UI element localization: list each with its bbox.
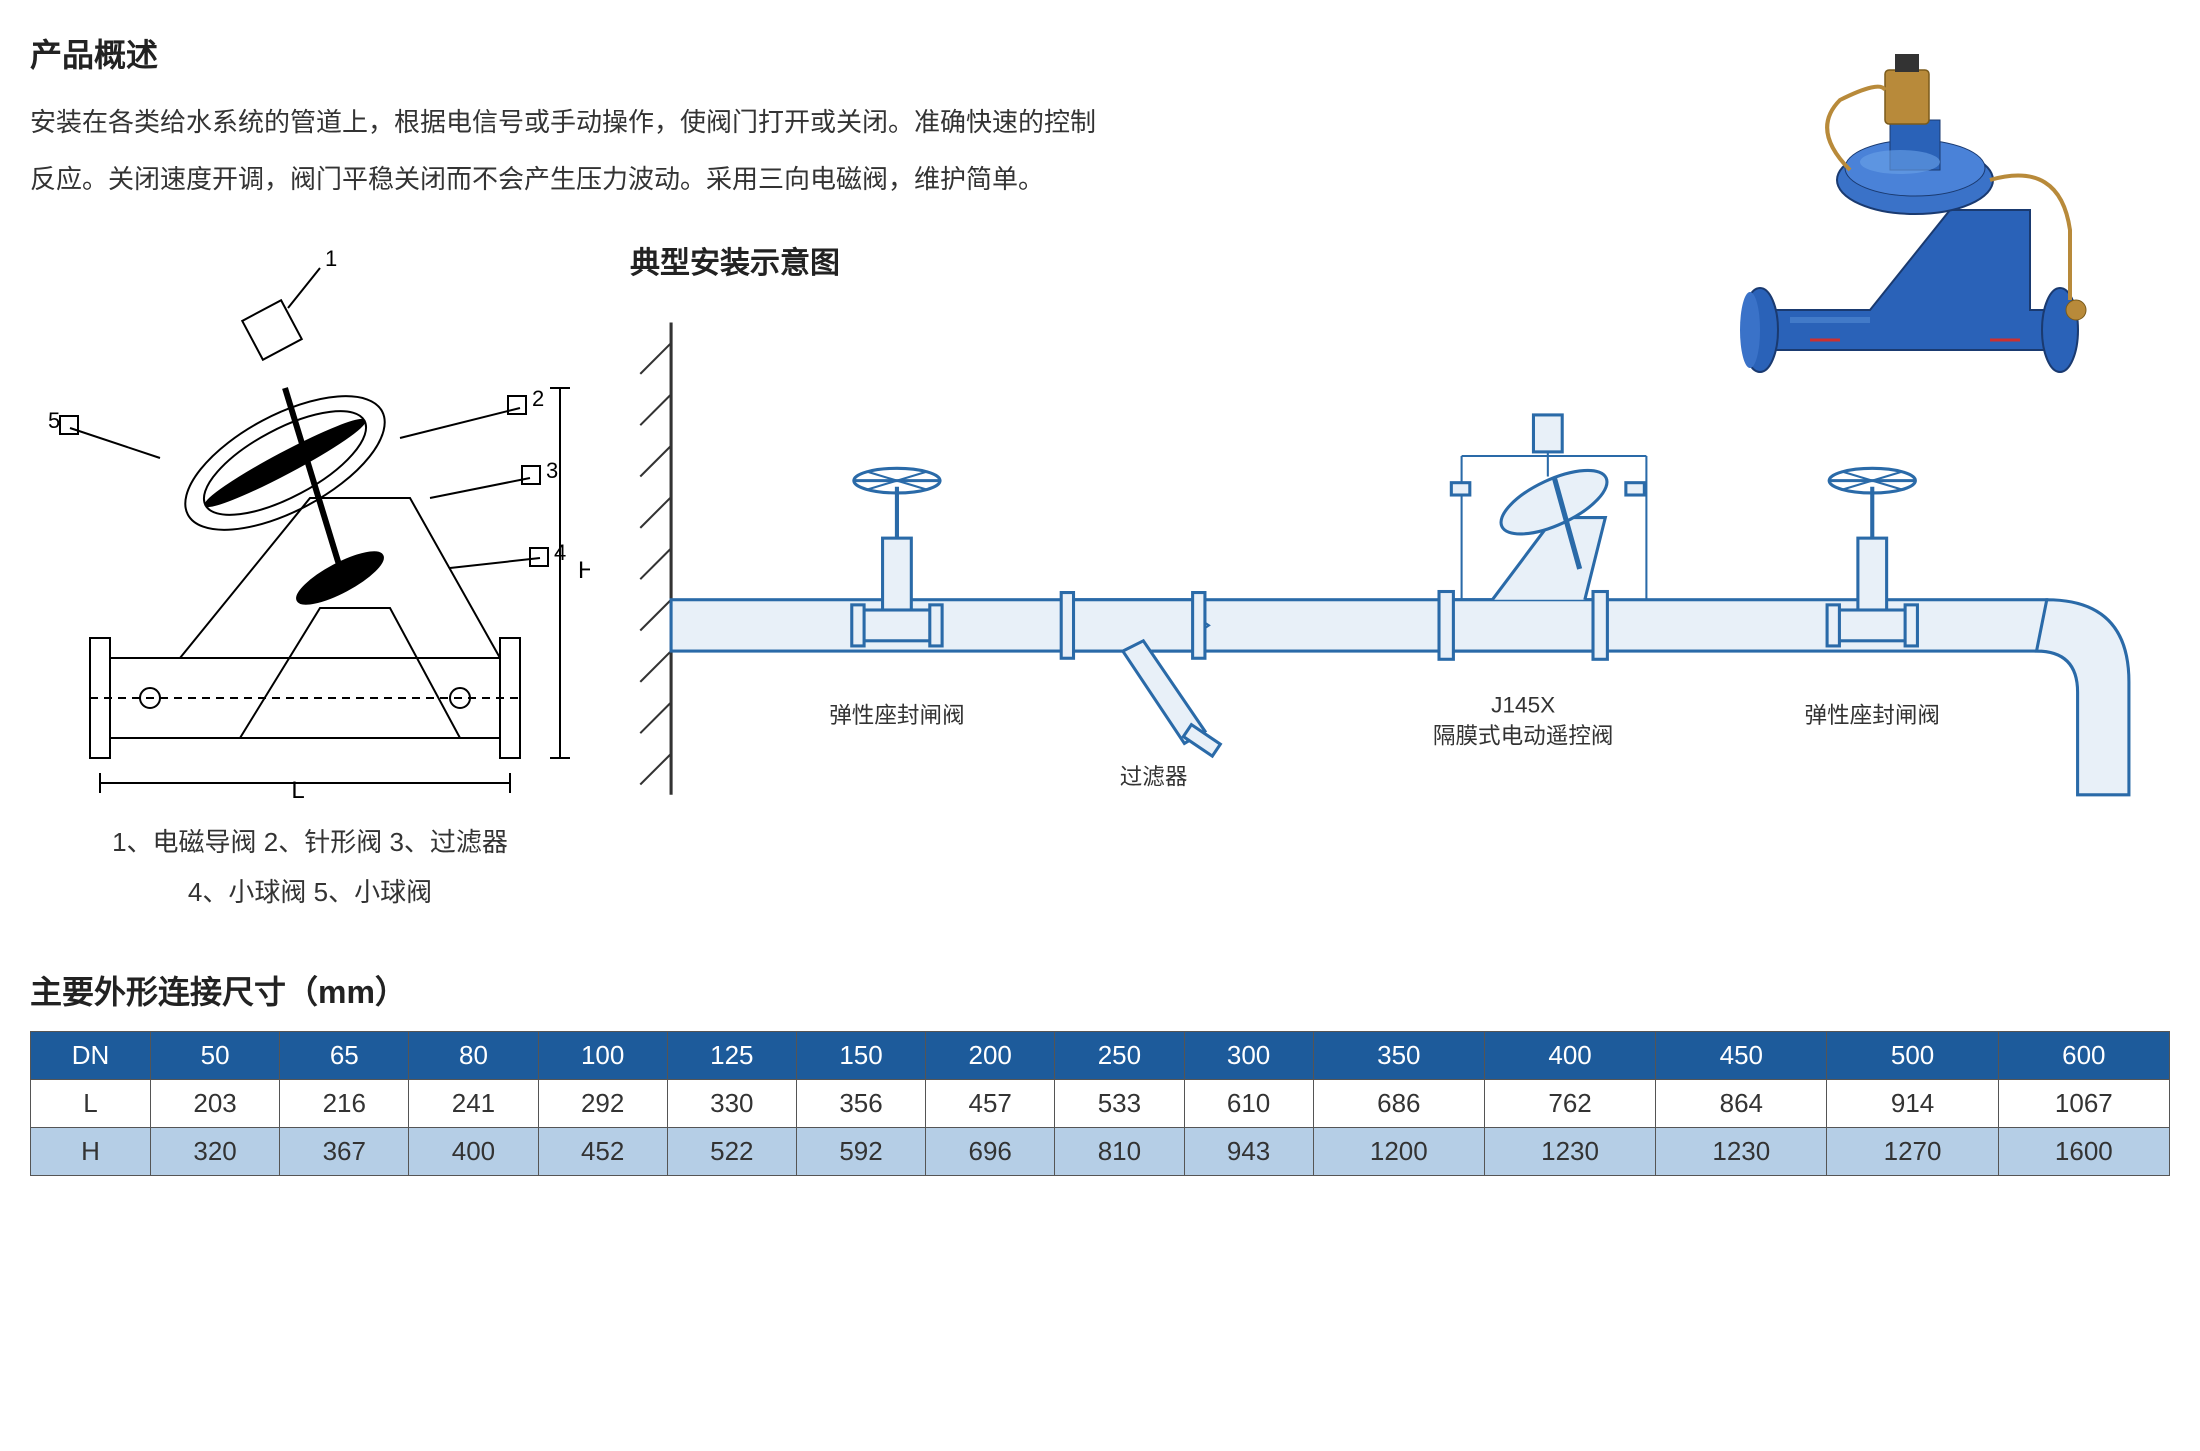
col-header: 150 (796, 1032, 925, 1080)
cell: 1067 (1998, 1080, 2169, 1128)
callout-4: 4 (554, 540, 566, 565)
col-header: 450 (1656, 1032, 1827, 1080)
cell: 864 (1656, 1080, 1827, 1128)
cell: 452 (538, 1128, 667, 1176)
row-label: H (31, 1128, 151, 1176)
cell: 356 (796, 1080, 925, 1128)
cell: 1270 (1827, 1128, 1998, 1176)
cell: 400 (409, 1128, 538, 1176)
label-mainvalve-1: J145X (1491, 693, 1555, 718)
cell: 762 (1484, 1080, 1655, 1128)
parts-caption-line2: 4、小球阀 5、小球阀 (188, 877, 432, 907)
callout-5: 5 (48, 408, 60, 433)
row-label: L (31, 1080, 151, 1128)
cell: 533 (1055, 1080, 1184, 1128)
cell: 696 (926, 1128, 1055, 1176)
dim-h-label: H (578, 557, 590, 584)
cell: 610 (1184, 1080, 1313, 1128)
cell: 216 (280, 1080, 409, 1128)
col-header: 500 (1827, 1032, 1998, 1080)
parts-caption: 1、电磁导阀 2、针形阀 3、过滤器 4、小球阀 5、小球阀 (30, 818, 590, 917)
cell: 330 (667, 1080, 796, 1128)
col-header: 80 (409, 1032, 538, 1080)
col-header: 125 (667, 1032, 796, 1080)
cell: 1200 (1313, 1128, 1484, 1176)
cross-section-diagram: 1 2 3 4 5 L H 1、电磁导阀 2、针形阀 3、过滤器 4、小球阀 5… (30, 238, 590, 917)
overview-line2: 反应。关闭速度开调，阀门平稳关闭而不会产生压力波动。采用三向电磁阀，维护简单。 (30, 164, 1044, 194)
cell: 241 (409, 1080, 538, 1128)
cell: 914 (1827, 1080, 1998, 1128)
col-header: DN (31, 1032, 151, 1080)
label-strainer: 过滤器 (1120, 765, 1188, 790)
cell: 686 (1313, 1080, 1484, 1128)
col-header: 100 (538, 1032, 667, 1080)
callout-2: 2 (532, 386, 544, 411)
col-header: 300 (1184, 1032, 1313, 1080)
cell: 203 (151, 1080, 280, 1128)
overview-line1: 安装在各类给水系统的管道上，根据电信号或手动操作，使阀门打开或关闭。准确快速的控… (30, 107, 1096, 137)
table-row: H 320 367 400 452 522 592 696 810 943 12… (31, 1128, 2170, 1176)
callout-1: 1 (325, 246, 337, 271)
label-gate-right: 弹性座封闸阀 (1805, 703, 1940, 728)
cell: 292 (538, 1080, 667, 1128)
col-header: 400 (1484, 1032, 1655, 1080)
cell: 810 (1055, 1128, 1184, 1176)
col-header: 65 (280, 1032, 409, 1080)
overview-text: 安装在各类给水系统的管道上，根据电信号或手动操作，使阀门打开或关闭。准确快速的控… (30, 94, 1430, 208)
dimensions-table: DN 50 65 80 100 125 150 200 250 300 350 … (30, 1031, 2170, 1176)
col-header: 50 (151, 1032, 280, 1080)
product-photo (1690, 50, 2110, 410)
cell: 1230 (1484, 1128, 1655, 1176)
cell: 522 (667, 1128, 796, 1176)
cell: 943 (1184, 1128, 1313, 1176)
cell: 320 (151, 1128, 280, 1176)
cell: 1230 (1656, 1128, 1827, 1176)
label-mainvalve-2: 隔膜式电动遥控阀 (1433, 724, 1614, 749)
col-header: 350 (1313, 1032, 1484, 1080)
cell: 1600 (1998, 1128, 2169, 1176)
table-row: L 203 216 241 292 330 356 457 533 610 68… (31, 1080, 2170, 1128)
parts-caption-line1: 1、电磁导阀 2、针形阀 3、过滤器 (112, 827, 508, 857)
col-header: 600 (1998, 1032, 2169, 1080)
col-header: 250 (1055, 1032, 1184, 1080)
dim-l-label: L (291, 777, 304, 798)
cell: 592 (796, 1128, 925, 1176)
col-header: 200 (926, 1032, 1055, 1080)
cell: 457 (926, 1080, 1055, 1128)
table-header-row: DN 50 65 80 100 125 150 200 250 300 350 … (31, 1032, 2170, 1080)
callout-3: 3 (546, 458, 558, 483)
dimensions-heading: 主要外形连接尺寸（mm） (30, 967, 2170, 1013)
label-gate-left: 弹性座封闸阀 (829, 703, 964, 728)
cell: 367 (280, 1128, 409, 1176)
